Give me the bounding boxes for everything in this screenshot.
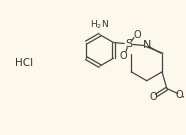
- Text: S: S: [126, 39, 133, 50]
- Text: HCl: HCl: [15, 58, 33, 68]
- Text: O: O: [176, 90, 183, 100]
- Text: N: N: [142, 40, 151, 50]
- Text: O: O: [119, 51, 127, 61]
- Text: O: O: [149, 92, 157, 102]
- Text: O: O: [133, 30, 141, 40]
- Text: H$_2$N: H$_2$N: [90, 18, 109, 31]
